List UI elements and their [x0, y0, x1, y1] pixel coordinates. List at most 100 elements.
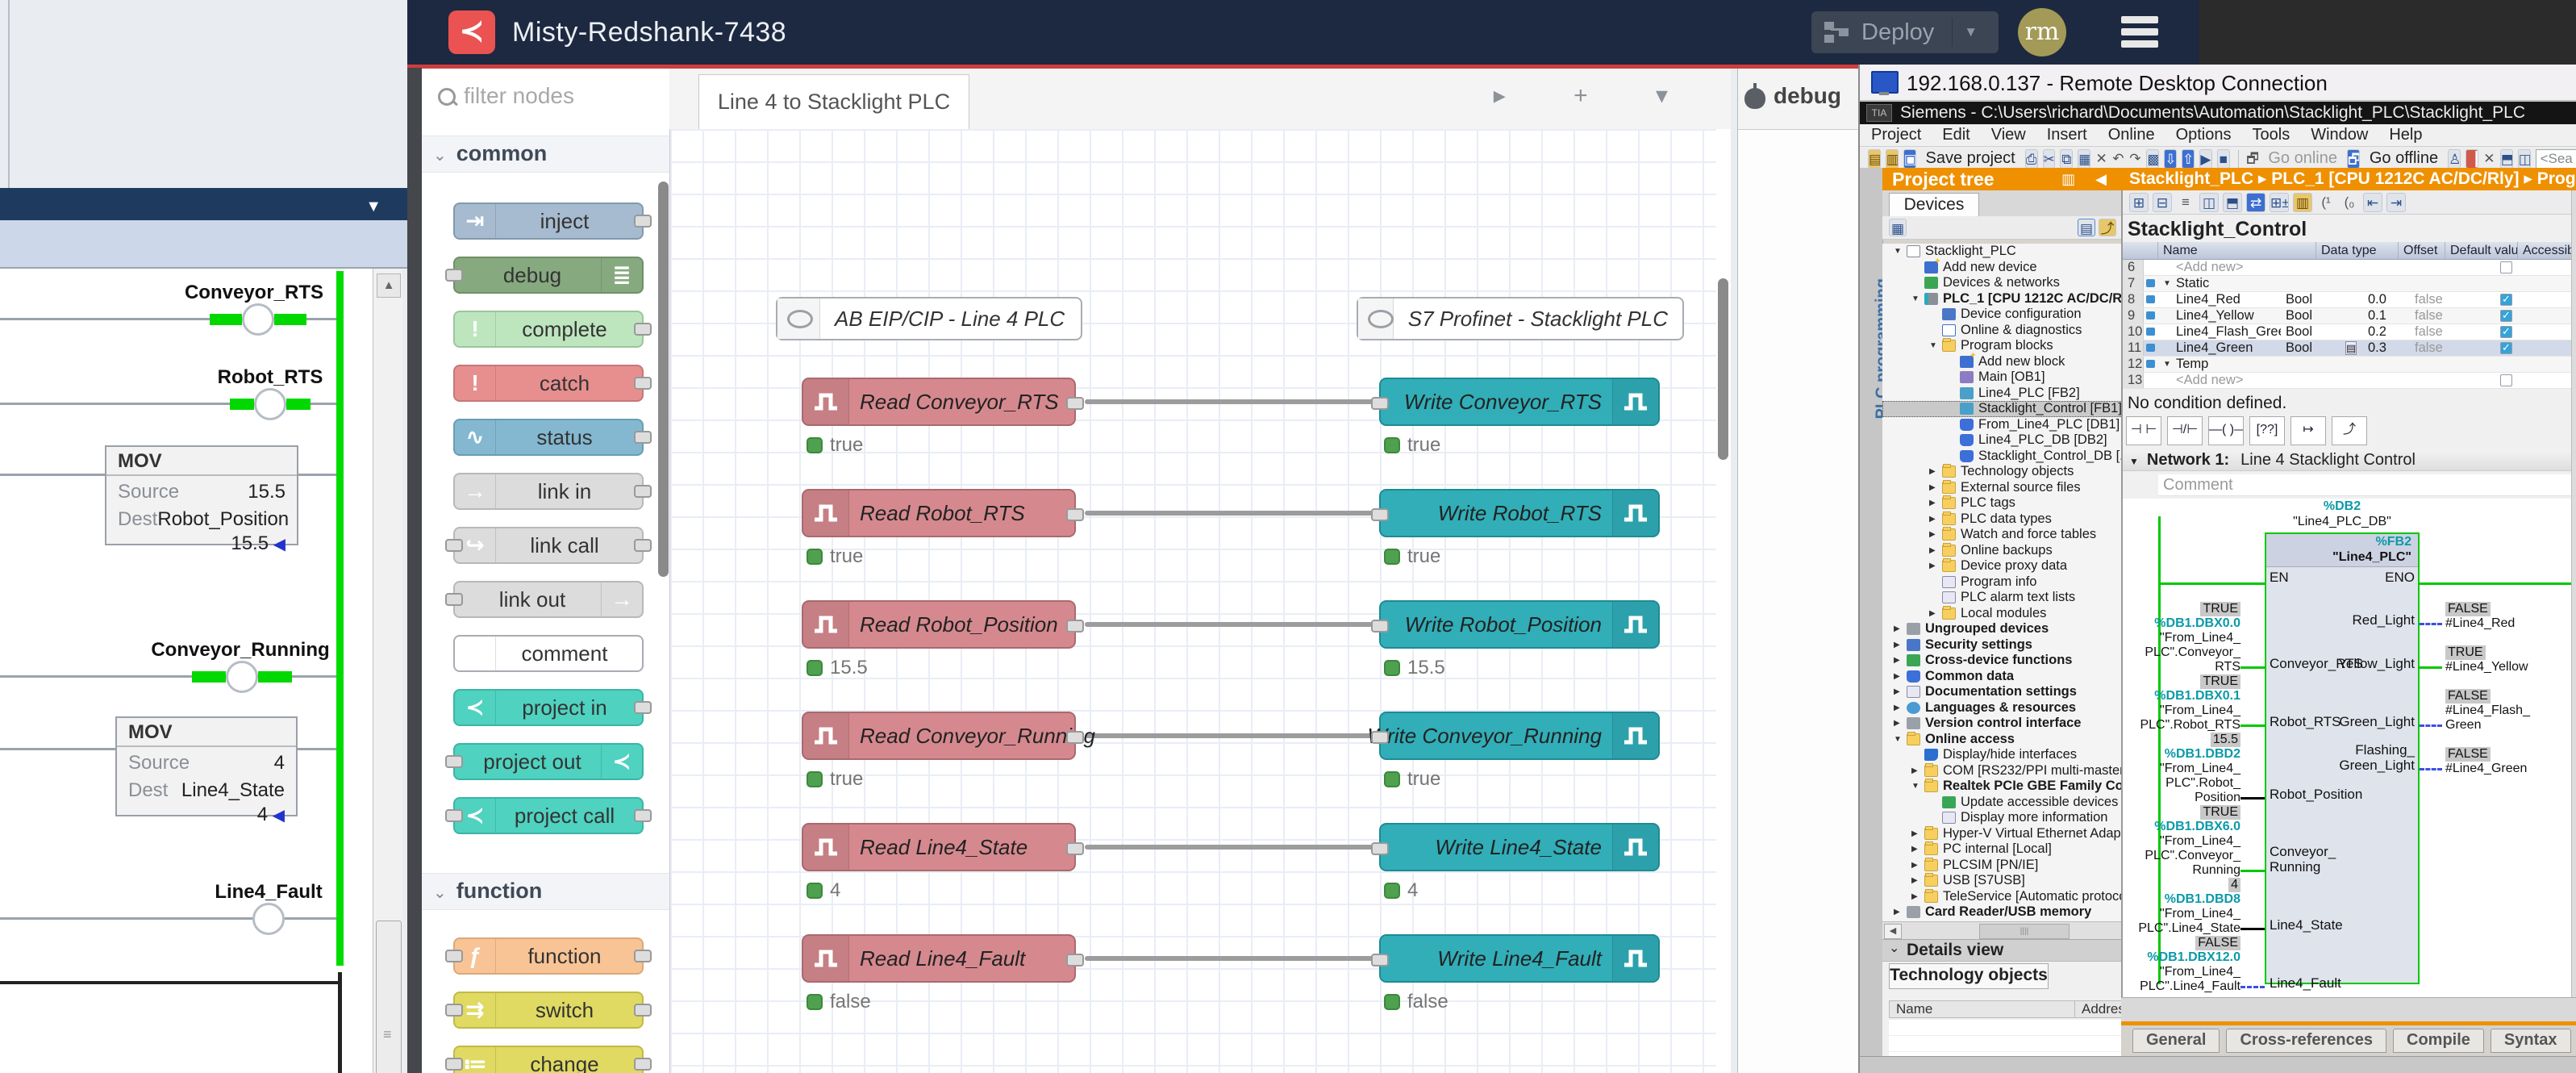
node-input-port[interactable]	[1371, 954, 1389, 967]
expand-all-icon[interactable]: ⊞±	[2270, 193, 2289, 212]
node-input-port[interactable]	[1371, 508, 1389, 521]
tree-expander-icon[interactable]: ▶	[1911, 766, 1924, 775]
lad-network-canvas[interactable]: %DB2 "Line4_PLC_DB" %FB2 "Line4_PLC" EN …	[2123, 499, 2576, 997]
menu-item[interactable]: Edit	[1942, 126, 1970, 144]
row-expander-icon[interactable]: ▼	[2158, 360, 2171, 369]
node-input-port[interactable]	[1371, 620, 1389, 633]
stop-cpu-icon[interactable]: ■	[2217, 149, 2230, 169]
menu-icon[interactable]	[2121, 16, 2158, 48]
open-project-icon[interactable]: ▥	[1886, 149, 1899, 169]
tree-expander-icon[interactable]: ▶	[1894, 624, 1907, 633]
node-input-port[interactable]	[445, 269, 463, 282]
accessible-checkbox[interactable]	[2500, 294, 2512, 306]
tree-item[interactable]: ▶ TeleService [Automatic protoco...	[1882, 889, 2155, 905]
node-input-port[interactable]	[445, 950, 463, 962]
tree-view-icon[interactable]: ▦	[1889, 219, 1907, 236]
palette-node[interactable]: ≔ change	[453, 1046, 644, 1073]
tree-expander-icon[interactable]: ▶	[1929, 515, 1942, 524]
block-input[interactable]: 4%DB1.DBD8"From_Line4_ PLC".Line4_State …	[2123, 878, 2265, 936]
write-node[interactable]: Write Conveyor_RTS	[1379, 378, 1660, 426]
bottom-tab[interactable]: Cross-references	[2226, 1029, 2386, 1053]
block-output[interactable]: FALSE#Line4_Green Flashing_ Green_Light	[2420, 747, 2576, 776]
lad-element-button[interactable]: ⊣/⊢	[2167, 416, 2203, 445]
print-icon[interactable]: ⎙	[2025, 149, 2038, 169]
tree-item[interactable]: Program info	[1882, 574, 2155, 591]
lad-element-button[interactable]: ⤴	[2332, 416, 2367, 445]
lad-element-button[interactable]: [??]	[2249, 416, 2285, 445]
details-view-header[interactable]: Details view	[1882, 939, 2155, 962]
new-project-icon[interactable]: ▤	[1868, 149, 1881, 169]
menu-item[interactable]: Options	[2176, 126, 2232, 144]
node-output-port[interactable]	[1066, 620, 1084, 633]
node-input-port[interactable]	[445, 1058, 463, 1071]
tree-item[interactable]: Display/hide interfaces	[1882, 747, 2155, 763]
write-node[interactable]: Write Conveyor_Running	[1379, 712, 1660, 760]
node-input-port[interactable]	[445, 755, 463, 768]
node-input-port[interactable]	[1371, 397, 1389, 410]
insert-row-icon[interactable]: ⊞	[2129, 193, 2149, 212]
go-offline-icon[interactable]: 🗗	[2347, 149, 2360, 169]
tree-item[interactable]: ▶ Ungrouped devices	[1882, 621, 2155, 637]
comments-icon[interactable]: ⇥	[2386, 193, 2406, 212]
flow-tab[interactable]: Line 4 to Stacklight PLC	[698, 74, 969, 130]
tree-expander-icon[interactable]: ▶	[1894, 687, 1907, 696]
node-input-port[interactable]	[445, 593, 463, 606]
node-output-port[interactable]	[634, 431, 652, 444]
scroll-left-icon[interactable]: ◀	[1884, 924, 1902, 939]
palette-node[interactable]: → link in	[453, 473, 644, 510]
tree-expander-icon[interactable]: ▶	[1929, 467, 1942, 476]
bottom-tab[interactable]: General	[2132, 1029, 2220, 1053]
tree-item[interactable]: ▶ Common data	[1882, 669, 2155, 685]
devices-tab[interactable]: Devices	[1889, 193, 1979, 217]
node-output-port[interactable]	[1066, 508, 1084, 521]
panel-collapse-icons[interactable]: ▥ ◀	[2061, 168, 2115, 190]
tree-expander-icon[interactable]: ▶	[1911, 892, 1924, 901]
node-output-port[interactable]	[634, 809, 652, 822]
scrollbar-thumb[interactable]	[376, 921, 402, 1073]
scrollbar-thumb[interactable]	[1979, 924, 2070, 939]
tia-titlebar[interactable]: TIASiemens - C:\Users\richard\Documents\…	[1860, 102, 2576, 124]
save-icon[interactable]: ▣	[1903, 149, 1916, 169]
lad-element-button[interactable]: ↦	[2290, 416, 2326, 445]
window-icon[interactable]: ▕▏	[2466, 149, 2478, 169]
node-output-port[interactable]	[634, 377, 652, 390]
datatype-dropdown-icon[interactable]	[2345, 374, 2363, 387]
datatype-dropdown-icon[interactable]	[2345, 357, 2363, 371]
tree-expander-icon[interactable]: ▼	[1894, 735, 1907, 744]
tree-expander-icon[interactable]: ▼	[1911, 294, 1924, 303]
flow-canvas[interactable]: AB EIP/CIP - Line 4 PLC S7 Profinet - St…	[670, 129, 1731, 1073]
coil-symbol[interactable]	[226, 661, 258, 693]
tree-expander-icon[interactable]: ▼	[1911, 782, 1924, 791]
snapshot-icon[interactable]: ◫	[2199, 193, 2219, 212]
palette-node[interactable]: ⇉ switch	[453, 992, 644, 1029]
tree-item[interactable]: ▶ Hyper-V Virtual Ethernet Adapter	[1882, 826, 2155, 842]
split-horizontal-icon[interactable]: ⬒	[2500, 149, 2513, 169]
palette-node[interactable]: ≣ debug	[453, 257, 644, 294]
tree-item[interactable]: Display more information	[1882, 810, 2155, 826]
menu-item[interactable]: View	[1991, 126, 2026, 144]
delete-icon[interactable]: ✕	[2095, 149, 2107, 169]
tree-item[interactable]: ▼ Realtek PCIe GBE Family Con...	[1882, 779, 2155, 795]
network-comment-placeholder[interactable]: Comment	[2158, 474, 2574, 496]
palette-section-common[interactable]: ⌄common	[422, 136, 669, 173]
block-input[interactable]: 15.5%DB1.DBD2"From_Line4_ PLC".Robot_ Po…	[2123, 733, 2265, 805]
menu-item[interactable]: Online	[2108, 126, 2155, 144]
node-output-port[interactable]	[1066, 397, 1084, 410]
scroll-up-icon[interactable]: ▲	[377, 273, 401, 298]
editor-scrollbar[interactable]	[2571, 190, 2576, 997]
copy-icon[interactable]: ⧉	[2060, 149, 2073, 169]
menu-item[interactable]: Project	[1871, 126, 1921, 144]
wire[interactable]	[1085, 399, 1380, 404]
go-online-label[interactable]: Go online	[2268, 149, 2337, 168]
tree-item[interactable]: ▶ PLCSIM [PN/IE]	[1882, 858, 2155, 874]
tree-expander-icon[interactable]: ▶	[1911, 829, 1924, 838]
node-output-port[interactable]	[634, 701, 652, 714]
monitor-icon[interactable]: ▥	[2293, 193, 2312, 212]
tree-item[interactable]: ▶ Card Reader/USB memory	[1882, 904, 2155, 921]
accessible-checkbox[interactable]	[2500, 310, 2512, 322]
chevron-down-icon[interactable]: ▼	[2129, 456, 2139, 467]
table-row[interactable]: 7 ▼ Static	[2123, 276, 2576, 292]
search-in-project-input[interactable]: <Sea	[2536, 149, 2576, 169]
datatype-dropdown-icon[interactable]	[2345, 277, 2363, 290]
accessible-checkbox[interactable]	[2500, 374, 2512, 386]
